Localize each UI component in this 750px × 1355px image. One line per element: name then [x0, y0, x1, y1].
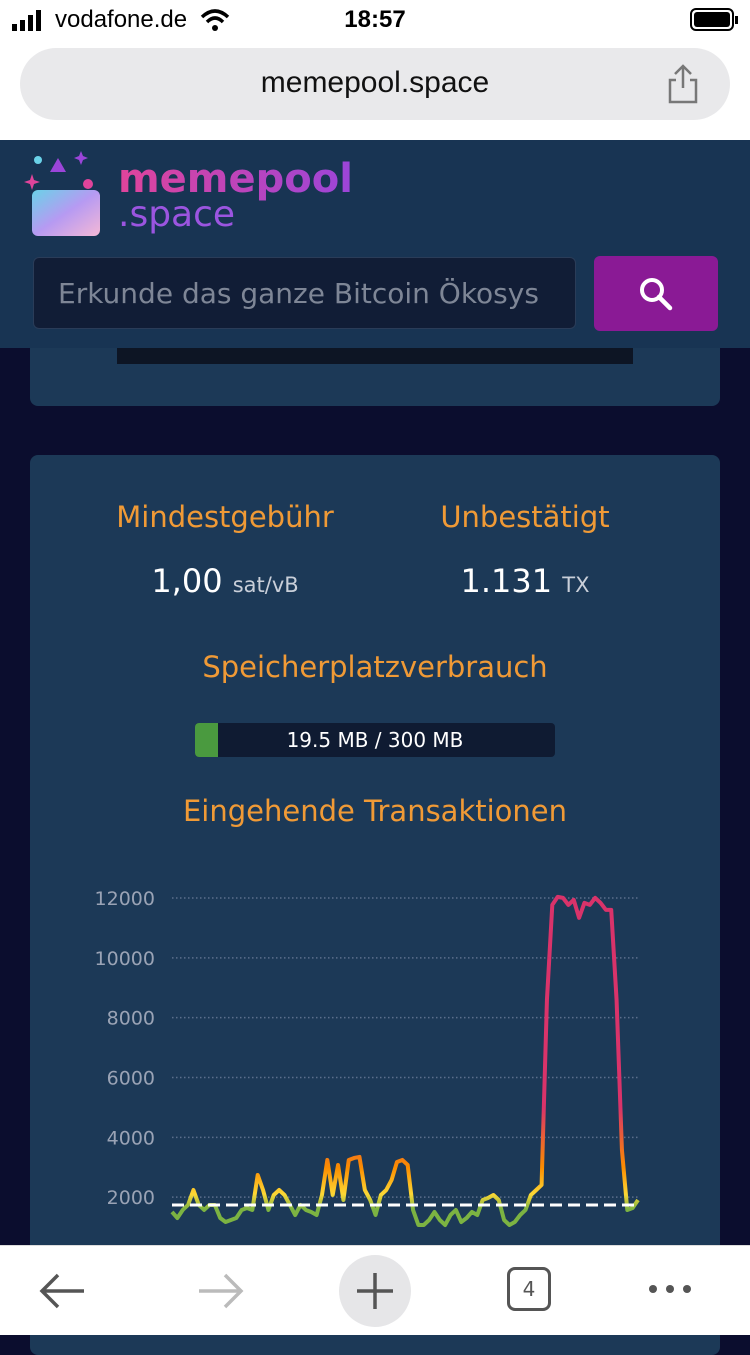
y-tick-label: 2000: [107, 1187, 155, 1209]
min-fee: 1,00 sat/vB: [75, 562, 375, 600]
clock: 18:57: [344, 6, 406, 33]
search-placeholder: Erkunde das ganze Bitcoin Ökosys: [58, 277, 539, 310]
memory-text: 19.5 MB / 300 MB: [286, 728, 464, 752]
wifi-icon: [200, 9, 230, 31]
back-button[interactable]: [38, 1271, 88, 1311]
chart-title: Eingehende Transaktionen: [182, 794, 568, 828]
address-bar[interactable]: memepool.space: [20, 48, 730, 120]
memory-label: Speicherplatzverbrauch: [202, 650, 548, 684]
signal-icon: [12, 10, 41, 31]
url: memepool.space: [260, 66, 490, 99]
logo-text: memepool: [118, 156, 353, 202]
y-tick-label: 10000: [95, 948, 155, 970]
min-fee-value: 1,00: [151, 562, 223, 600]
browser-toolbar: 4: [0, 1245, 750, 1335]
logo-icon: [24, 151, 100, 236]
memory-bar: 19.5 MB / 300 MB: [195, 723, 555, 757]
new-tab-button[interactable]: [338, 1254, 412, 1328]
unconfirmed-value: 1.131: [460, 562, 553, 600]
chart: 2000 4000 6000 8000 10000 12000: [95, 888, 640, 1227]
logo-subtext: .space: [118, 194, 236, 235]
y-tick-label: 4000: [107, 1127, 155, 1149]
search-button[interactable]: [594, 256, 718, 331]
tab-count: 4: [522, 1277, 536, 1301]
unconfirmed: 1.131 TX: [375, 562, 675, 600]
min-fee-unit: sat/vB: [232, 573, 299, 597]
search-input[interactable]: Erkunde das ganze Bitcoin Ökosys: [33, 257, 576, 329]
status-bar: vodafone.de 18:57 memepool.space: [0, 0, 750, 140]
y-tick-label: 8000: [107, 1008, 155, 1030]
search-icon: [640, 278, 673, 311]
y-tick-label: 6000: [107, 1068, 155, 1090]
min-fee-label: Mindestgebühr: [116, 500, 334, 534]
share-button[interactable]: [666, 64, 700, 104]
forward-button[interactable]: [195, 1271, 245, 1311]
memory-fill: [195, 723, 219, 757]
unconfirmed-label: Unbestätigt: [440, 500, 610, 534]
data-line: [170, 894, 640, 1227]
carrier: vodafone.de: [55, 6, 188, 33]
battery-icon: [690, 8, 738, 31]
unconfirmed-unit: TX: [562, 573, 590, 597]
y-tick-label: 12000: [95, 888, 155, 910]
tabs-button[interactable]: 4: [507, 1267, 551, 1311]
menu-button[interactable]: [645, 1281, 695, 1297]
